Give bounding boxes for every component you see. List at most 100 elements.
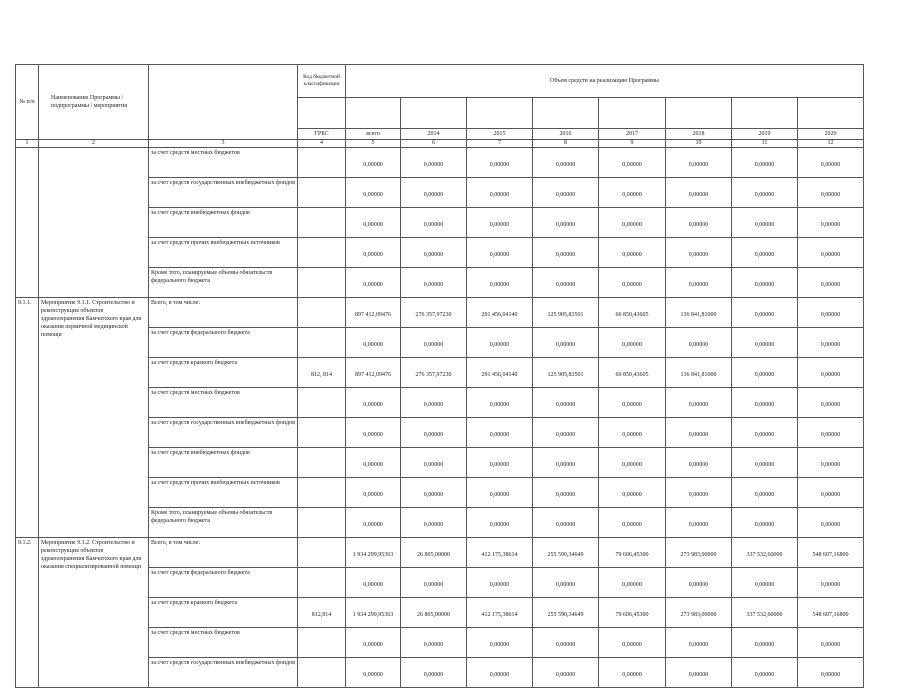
funding-source: за счет средств внебюджетных фондов — [148, 447, 298, 478]
amount-cell: 0,00000 — [598, 327, 666, 358]
header-grbs: ГРБС — [297, 128, 346, 140]
amount-cell: 79 606,45300 — [598, 597, 666, 628]
amount-cell: 412 175,38614 — [466, 537, 533, 568]
amount-cell: 0,00000 — [400, 627, 467, 658]
amount-cell: 255 590,34649 — [532, 597, 599, 628]
amount-cell: 0,00000 — [466, 627, 533, 658]
amount-cell: 0,00000 — [665, 657, 732, 688]
header-blank — [148, 64, 298, 140]
funding-source: за счет средств прочих внебюджетных исто… — [148, 237, 298, 268]
amount-cell: 0,00000 — [400, 657, 467, 688]
amount-cell: 0,00000 — [796, 147, 865, 178]
amount-cell: 0,00000 — [466, 567, 533, 598]
amount-cell: 0,00000 — [731, 357, 798, 388]
table-row: Кроме того, планируемые объемы обязатель… — [16, 267, 865, 298]
amount-cell: 0,00000 — [796, 447, 865, 478]
amount-cell: 0,00000 — [345, 387, 401, 418]
table-row: за счет средств прочих внебюджетных исто… — [16, 477, 865, 508]
amount-cell: 0,00000 — [796, 267, 865, 298]
amount-cell: 0,00000 — [598, 267, 666, 298]
amount-cell: 0,00000 — [532, 417, 599, 448]
header-year-2020: 2020 — [796, 128, 865, 140]
amount-cell: 0,00000 — [796, 627, 865, 658]
column-number: 7 — [466, 139, 533, 148]
amount-cell: 0,00000 — [400, 207, 467, 238]
header-year-2018: 2018 — [665, 128, 732, 140]
grbs-code — [297, 147, 346, 178]
amount-cell: 26 805,00000 — [400, 597, 467, 628]
amount-cell: 0,00000 — [400, 387, 467, 418]
header-year-blank — [796, 97, 865, 129]
header-year-2015: 2015 — [466, 128, 533, 140]
header-total-blank — [345, 97, 401, 129]
amount-cell: 0,00000 — [731, 477, 798, 508]
amount-cell: 0,00000 — [731, 387, 798, 418]
program-funding-table: № п/п Наименование Программы / подпрогра… — [15, 64, 865, 688]
funding-source: за счет средств прочих внебюджетных исто… — [148, 477, 298, 508]
amount-cell: 0,00000 — [665, 417, 732, 448]
amount-cell: 0,00000 — [466, 177, 533, 208]
funding-source: за счет средств краевого бюджета — [148, 357, 298, 388]
amount-cell: 66 850,43605 — [598, 297, 666, 328]
amount-cell: 136 841,81000 — [665, 297, 732, 328]
amount-cell: 548 607,16800 — [796, 597, 865, 628]
amount-cell: 0,00000 — [532, 567, 599, 598]
column-number: 3 — [148, 139, 298, 148]
amount-cell: 0,00000 — [345, 207, 401, 238]
funding-source: за счет средств краевого бюджета — [148, 597, 298, 628]
amount-cell: 273 983,00000 — [665, 597, 732, 628]
amount-cell: 0,00000 — [731, 507, 798, 538]
amount-cell: 125 905,83501 — [532, 357, 599, 388]
amount-cell: 26 805,00000 — [400, 537, 467, 568]
grbs-code — [297, 627, 346, 658]
funding-source: Всего, в том числе: — [148, 537, 298, 568]
amount-cell: 125 905,83501 — [532, 297, 599, 328]
amount-cell: 412 175,38614 — [466, 597, 533, 628]
grbs-code — [297, 507, 346, 538]
amount-cell: 0,00000 — [532, 327, 599, 358]
amount-cell: 0,00000 — [532, 237, 599, 268]
table-row: 9.1.2. Мероприятие 9.1.2. Строительство и… — [15, 537, 865, 688]
amount-cell: 0,00000 — [598, 627, 666, 658]
amount-cell: 0,00000 — [400, 477, 467, 508]
amount-cell: 291 456,04140 — [466, 357, 533, 388]
item-name — [38, 147, 149, 298]
amount-cell: 0,00000 — [796, 177, 865, 208]
header-volume: Объем средств на реализацию Программы — [344, 64, 865, 98]
funding-source: за счет средств федерального бюджета — [148, 567, 298, 598]
amount-cell: 0,00000 — [345, 627, 401, 658]
amount-cell: 0,00000 — [731, 657, 798, 688]
amount-cell: 0,00000 — [532, 207, 599, 238]
column-number: 9 — [598, 139, 666, 148]
amount-cell: 0,00000 — [532, 267, 599, 298]
amount-cell: 0,00000 — [665, 447, 732, 478]
column-number: 12 — [796, 139, 865, 148]
amount-cell: 0,00000 — [731, 327, 798, 358]
amount-cell: 0,00000 — [598, 417, 666, 448]
amount-cell: 0,00000 — [598, 447, 666, 478]
amount-cell: 0,00000 — [731, 267, 798, 298]
header-year-blank — [731, 97, 798, 129]
item-name: Мероприятие 9.1.2. Строительство и рекон… — [38, 537, 149, 688]
amount-cell: 897 412,09476 — [345, 357, 401, 388]
amount-cell: 0,00000 — [532, 657, 599, 688]
grbs-code — [297, 387, 346, 418]
amount-cell: 0,00000 — [665, 147, 732, 178]
amount-cell: 1 934 299,95363 — [345, 597, 401, 628]
amount-cell: 0,00000 — [665, 507, 732, 538]
table-row: за счет средств краевого бюджета 812, 814… — [16, 357, 865, 388]
amount-cell: 0,00000 — [598, 657, 666, 688]
amount-cell: 337 532,60000 — [731, 597, 798, 628]
amount-cell: 0,00000 — [598, 387, 666, 418]
amount-cell: 0,00000 — [345, 417, 401, 448]
column-number: 4 — [297, 139, 346, 148]
amount-cell: 0,00000 — [400, 447, 467, 478]
amount-cell: 897 412,09476 — [345, 297, 401, 328]
amount-cell: 0,00000 — [532, 507, 599, 538]
amount-cell: 1 934 299,95363 — [345, 537, 401, 568]
amount-cell: 0,00000 — [400, 417, 467, 448]
header-year-blank — [400, 97, 467, 129]
amount-cell: 0,00000 — [796, 237, 865, 268]
amount-cell: 0,00000 — [532, 387, 599, 418]
column-number: 11 — [731, 139, 798, 148]
